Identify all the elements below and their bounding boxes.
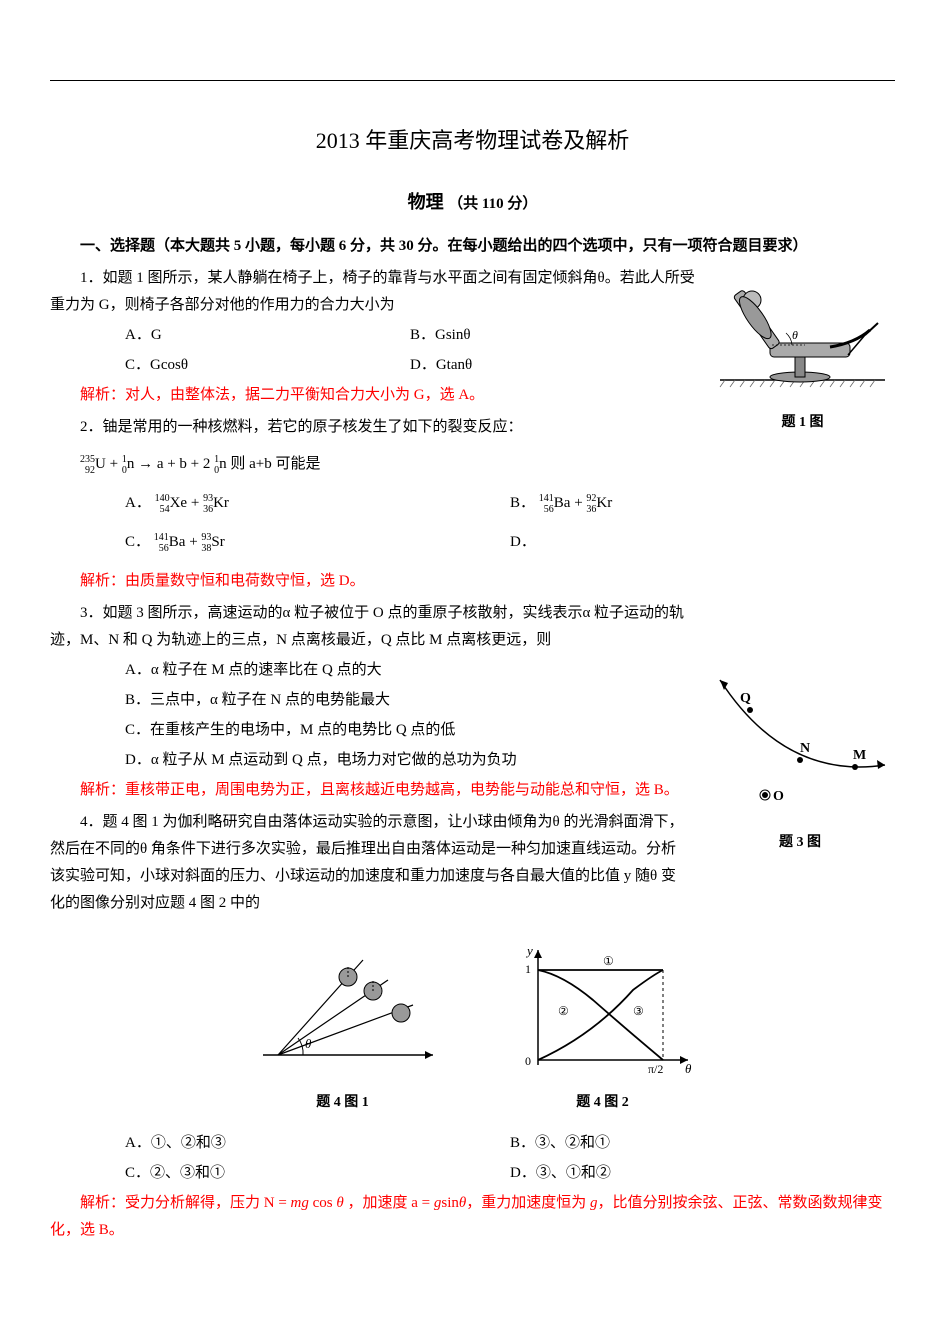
ba-sym: Ba [554, 490, 571, 517]
q1-option-c: C．Gcosθ [125, 352, 410, 379]
ba2-z: 56 [154, 543, 169, 554]
q2-option-a: A． 14054Xe + 9336Kr [125, 490, 510, 517]
q1-option-a: A．G [125, 322, 410, 349]
svg-text:Q: Q [740, 691, 751, 706]
plus-c: + [189, 534, 197, 550]
subject-line: 物理 （共 110 分） [50, 186, 895, 218]
q2-option-c: C． 14156Ba + 9338Sr [125, 529, 510, 556]
q4-options-row1: A．①、②和③ B．③、②和① [50, 1130, 895, 1157]
q3-figure: Q N M O 题 3 图 [705, 660, 895, 855]
svg-text:π/2: π/2 [648, 1062, 663, 1075]
ba-z: 56 [539, 504, 554, 515]
subject-name: 物理 [408, 192, 444, 212]
q1-option-b: B．Gsinθ [410, 322, 695, 349]
svg-text:0: 0 [525, 1054, 531, 1068]
kr-z: 36 [203, 504, 213, 515]
q2-options-row1: A． 14054Xe + 9336Kr B． 14156Ba + 9236Kr [50, 490, 895, 517]
svg-text:①: ① [603, 954, 614, 968]
svg-text:θ: θ [305, 1036, 312, 1051]
total-score: （共 110 分） [448, 196, 537, 212]
q4-graph-diagram: y θ 0 1 π/2 ① ② ③ [503, 935, 703, 1075]
q1-figure: θ 题 1 图 [710, 265, 895, 435]
plus-b: + [574, 495, 582, 511]
xe-sym: Xe [170, 490, 188, 517]
q2d-label: D． [510, 534, 536, 550]
section-1-header: 一、选择题（本大题共 5 小题，每小题 6 分，共 30 分。在每小题给出的四个… [50, 233, 895, 260]
kr-sym: Kr [213, 490, 229, 517]
svg-text:θ: θ [685, 1061, 692, 1075]
q4-option-a: A．①、②和③ [125, 1130, 510, 1157]
q4-figures-row: θ 题 4 图 1 y θ 0 1 π/2 ① ② ③ [50, 935, 895, 1115]
svg-text:1: 1 [525, 962, 531, 976]
q4-options-row2: C．②、③和① D．③、①和② [50, 1160, 895, 1187]
q4-fig1-block: θ 题 4 图 1 [243, 935, 443, 1115]
svg-text:M: M [853, 748, 866, 763]
q2a-label: A． [125, 495, 151, 511]
q1-options-row2: C．Gcosθ D．Gtanθ [50, 352, 695, 379]
q4-fig1-caption: 题 4 图 1 [243, 1090, 443, 1115]
q3-text: 3．如题 3 图所示，高速运动的α 粒子被位于 O 点的重原子核散射，实线表示α… [50, 600, 895, 654]
sr-mass: 93 [201, 532, 211, 543]
u-z: 92 [80, 465, 95, 476]
q4-incline-diagram: θ [243, 935, 443, 1075]
q2-analysis: 解析：由质量数守恒和电荷数守恒，选 D。 [50, 568, 895, 595]
top-rule [50, 80, 895, 81]
q4-fig2-caption: 题 4 图 2 [503, 1090, 703, 1115]
xe-z: 54 [155, 504, 170, 515]
q2-formula-suffix: 则 a+b 可能是 [230, 456, 320, 472]
q1-option-d: D．Gtanθ [410, 352, 695, 379]
q2-option-d: D． [510, 529, 895, 556]
q4-option-d: D．③、①和② [510, 1160, 895, 1187]
svg-text:θ: θ [792, 328, 798, 342]
xe-mass: 140 [155, 493, 170, 504]
sr-sym: Sr [211, 529, 224, 556]
kr2-z: 36 [586, 504, 596, 515]
u-sym: U [95, 451, 106, 478]
q1-options-row1: A．G B．Gsinθ [50, 322, 695, 349]
ba-mass: 141 [539, 493, 554, 504]
sr-z: 38 [201, 543, 211, 554]
q4-analysis: 解析：受力分析解得，压力 N = mg cos θ ，加速度 a = gsinθ… [50, 1190, 895, 1244]
q1-figure-caption: 题 1 图 [710, 410, 895, 435]
kr2-sym: Kr [596, 490, 612, 517]
q4-analysis-text: 解析：受力分析解得，压力 N = mg cos θ ，加速度 a = gsinθ… [50, 1195, 883, 1238]
svg-text:②: ② [558, 1004, 569, 1018]
kr-mass: 93 [203, 493, 213, 504]
svg-text:③: ③ [633, 1004, 644, 1018]
q4-option-c: C．②、③和① [125, 1160, 510, 1187]
q2-formula: 23592U + 10n → a + b + 2 10n 则 a+b 可能是 [50, 451, 895, 478]
q4-fig2-block: y θ 0 1 π/2 ① ② ③ 题 4 图 2 [503, 935, 703, 1115]
svg-text:y: y [525, 943, 533, 958]
svg-text:N: N [800, 741, 810, 756]
q1-chair-diagram: θ [710, 265, 895, 395]
q2-options-row2: C． 14156Ba + 9338Sr D． [50, 529, 895, 556]
page-title: 2013 年重庆高考物理试卷及解析 [50, 121, 895, 161]
q2-option-b: B． 14156Ba + 9236Kr [510, 490, 895, 517]
q2c-label: C． [125, 534, 150, 550]
ba2-sym: Ba [169, 529, 186, 556]
q3-figure-caption: 题 3 图 [705, 830, 895, 855]
q2b-label: B． [510, 495, 535, 511]
q4-option-b: B．③、②和① [510, 1130, 895, 1157]
u-mass: 235 [80, 454, 95, 465]
svg-text:O: O [773, 789, 784, 804]
plus-a: + [191, 495, 199, 511]
ba2-mass: 141 [154, 532, 169, 543]
n2-sym: n [219, 451, 227, 478]
q3-scattering-diagram: Q N M O [705, 660, 895, 815]
kr2-mass: 92 [586, 493, 596, 504]
n-sym: n [127, 451, 135, 478]
